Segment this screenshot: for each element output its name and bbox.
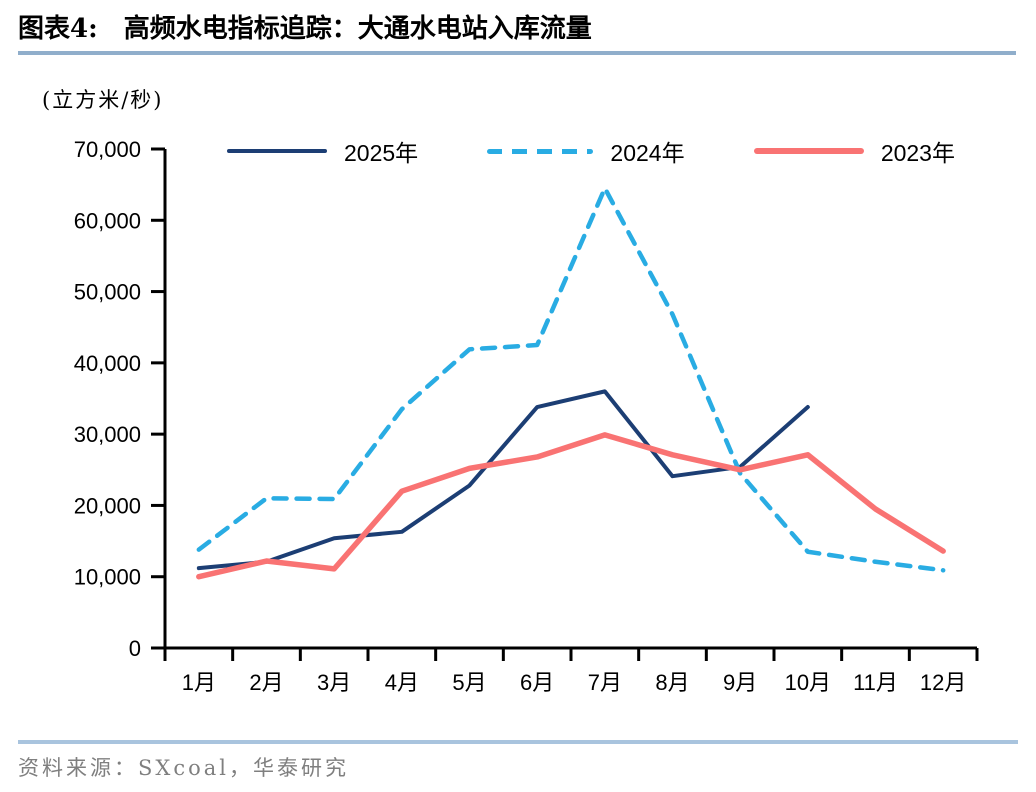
figure-title-text: 高频水电指标追踪：大通水电站入库流量: [123, 14, 592, 44]
y-axis-unit-label: (立方米/秒): [42, 88, 164, 112]
legend-line-2023-icon: [753, 148, 864, 154]
legend-item-2024: 2024年: [487, 134, 685, 168]
svg-text:3月: 3月: [317, 670, 351, 695]
source-note: 资料来源：SXcoal，华泰研究: [18, 756, 349, 780]
legend-line-2025-icon: [227, 149, 327, 153]
legend-label-2025: 2025年: [344, 140, 419, 166]
svg-text:11月: 11月: [853, 670, 898, 695]
svg-text:10,000: 10,000: [74, 565, 141, 590]
svg-text:40,000: 40,000: [74, 351, 141, 376]
svg-text:1月: 1月: [182, 670, 216, 695]
legend-line-2024-icon: [487, 148, 594, 154]
svg-text:10月: 10月: [785, 670, 831, 695]
legend-label-2024: 2024年: [610, 140, 685, 166]
figure-title: 图表4: 高频水电指标追踪：大通水电站入库流量: [18, 8, 1016, 55]
svg-text:70,000: 70,000: [74, 137, 141, 162]
svg-text:2月: 2月: [249, 670, 283, 695]
svg-text:30,000: 30,000: [74, 422, 141, 447]
footer-divider: [18, 740, 1018, 744]
svg-text:9月: 9月: [723, 670, 757, 695]
svg-text:6月: 6月: [520, 670, 554, 695]
svg-text:60,000: 60,000: [74, 208, 141, 233]
svg-text:5月: 5月: [452, 670, 486, 695]
legend-item-2023: 2023年: [753, 134, 955, 168]
legend-item-2025: 2025年: [227, 134, 418, 168]
svg-text:20,000: 20,000: [74, 493, 141, 518]
figure-number-label: 图表4:: [18, 14, 98, 44]
chart-legend: 2025年 2024年 2023年: [165, 136, 977, 166]
svg-text:50,000: 50,000: [74, 280, 141, 305]
svg-text:8月: 8月: [655, 670, 689, 695]
svg-text:7月: 7月: [588, 670, 622, 695]
svg-text:0: 0: [129, 636, 141, 661]
legend-label-2023: 2023年: [880, 140, 955, 166]
svg-text:12月: 12月: [920, 670, 966, 695]
svg-text:4月: 4月: [385, 670, 419, 695]
